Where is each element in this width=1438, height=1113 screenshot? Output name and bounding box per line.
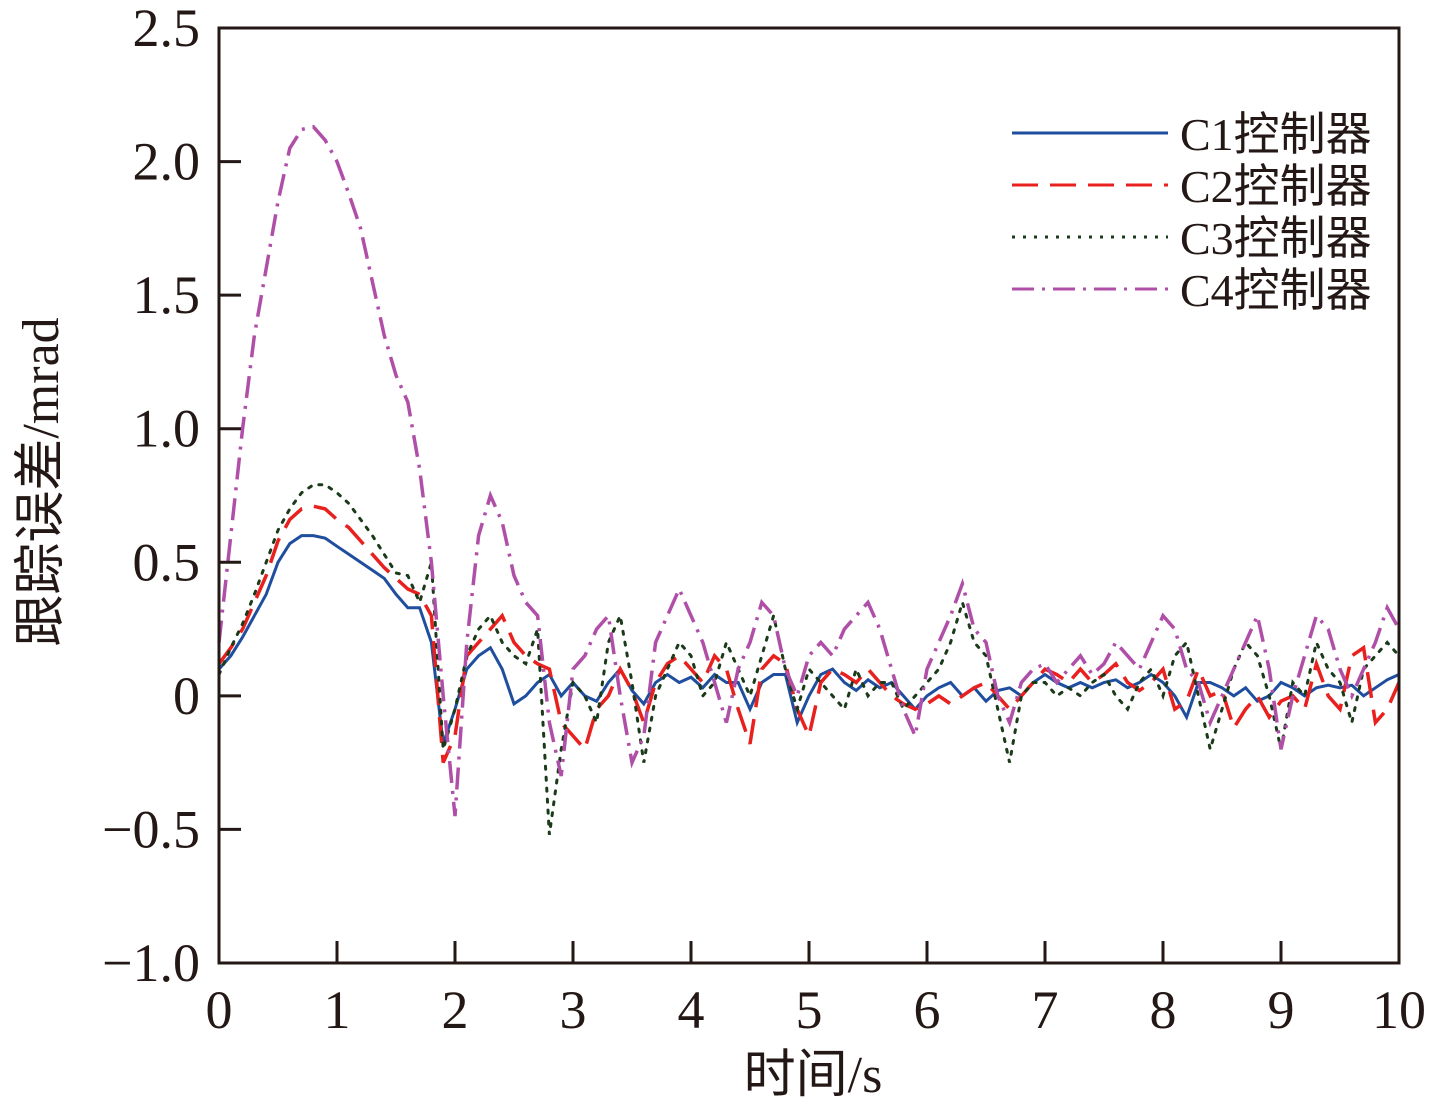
x-tick-label: 10	[1372, 980, 1426, 1040]
x-tick-label: 8	[1150, 980, 1177, 1040]
x-tick-label: 5	[796, 980, 823, 1040]
x-tick-label: 7	[1032, 980, 1059, 1040]
x-tick-label: 9	[1268, 980, 1295, 1040]
y-axis-label: 跟踪误差/mrad	[13, 317, 70, 646]
y-tick-label: −0.5	[102, 799, 200, 859]
x-tick-label: 0	[206, 980, 233, 1040]
legend-label-2: C2控制器	[1180, 161, 1372, 212]
axis-ticks: 0 1 2 3 4 5 6 7 8 9 10 −1.0 −0.5 0 0.5 1.0 1.5 2.0 2.5	[102, 0, 1426, 1040]
y-tick-label: 1.0	[133, 399, 201, 459]
x-tick-label: 1	[324, 980, 351, 1040]
y-tick-label: 0	[173, 666, 200, 726]
series-line-4	[217, 124, 1401, 817]
series-line-2	[217, 504, 1401, 764]
y-tick-label: 1.5	[133, 265, 201, 325]
series-line-1	[217, 534, 1400, 745]
legend-label-3: C3控制器	[1180, 213, 1372, 264]
x-tick-label: 2	[442, 980, 469, 1040]
x-tick-label: 3	[560, 980, 587, 1040]
y-tick-label: 2.0	[133, 132, 201, 192]
series-line-3	[217, 483, 1401, 836]
legend-label-1: C1控制器	[1180, 109, 1372, 160]
y-tick-label: −1.0	[102, 933, 200, 993]
x-tick-label: 6	[914, 980, 941, 1040]
series-layer	[217, 124, 1401, 836]
y-tick-label: 0.5	[133, 532, 201, 592]
x-tick-label: 4	[678, 980, 705, 1040]
x-axis-label: 时间/s	[744, 1047, 883, 1104]
legend-label-4: C4控制器	[1180, 265, 1372, 316]
y-tick-label: 2.5	[133, 0, 201, 58]
